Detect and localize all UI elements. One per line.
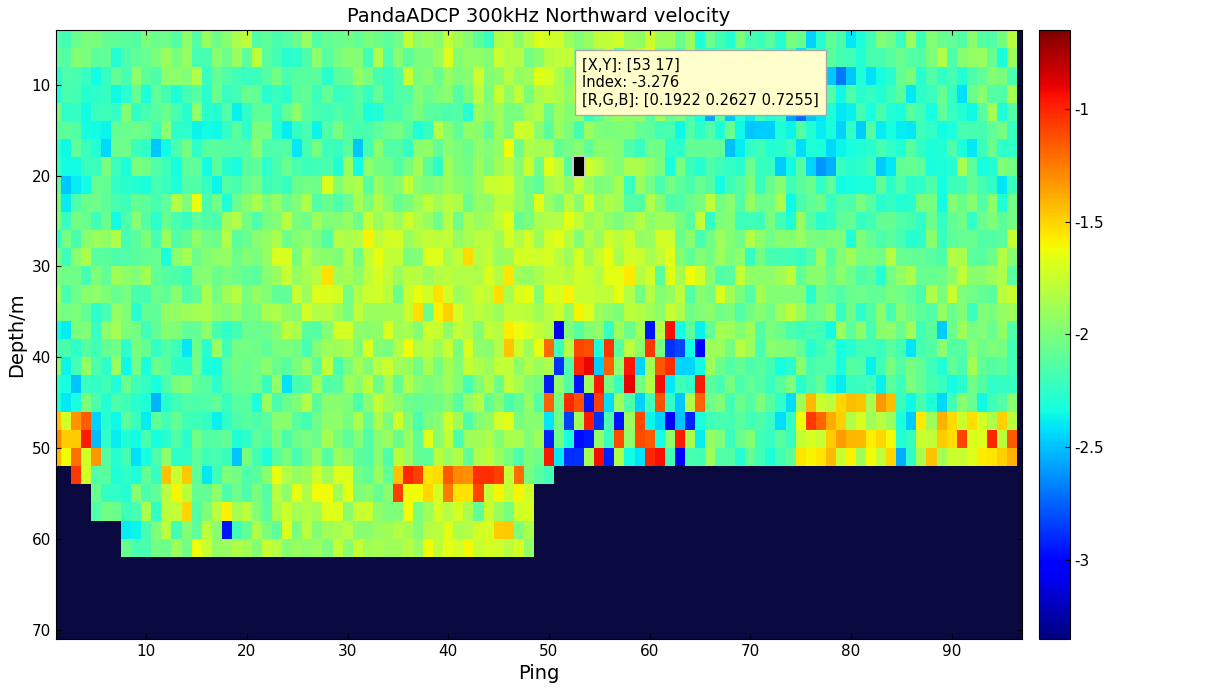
Text: [X,Y]: [53 17]
Index: -3.276
[R,G,B]: [0.1922 0.2627 0.7255]: [X,Y]: [53 17] Index: -3.276 [R,G,B]: [0…: [582, 58, 819, 108]
X-axis label: Ping: Ping: [518, 664, 560, 683]
Bar: [572, 155, 587, 177]
Title: PandaADCP 300kHz Northward velocity: PandaADCP 300kHz Northward velocity: [348, 7, 731, 26]
Y-axis label: Depth/m: Depth/m: [7, 292, 26, 377]
Bar: [575, 157, 584, 175]
